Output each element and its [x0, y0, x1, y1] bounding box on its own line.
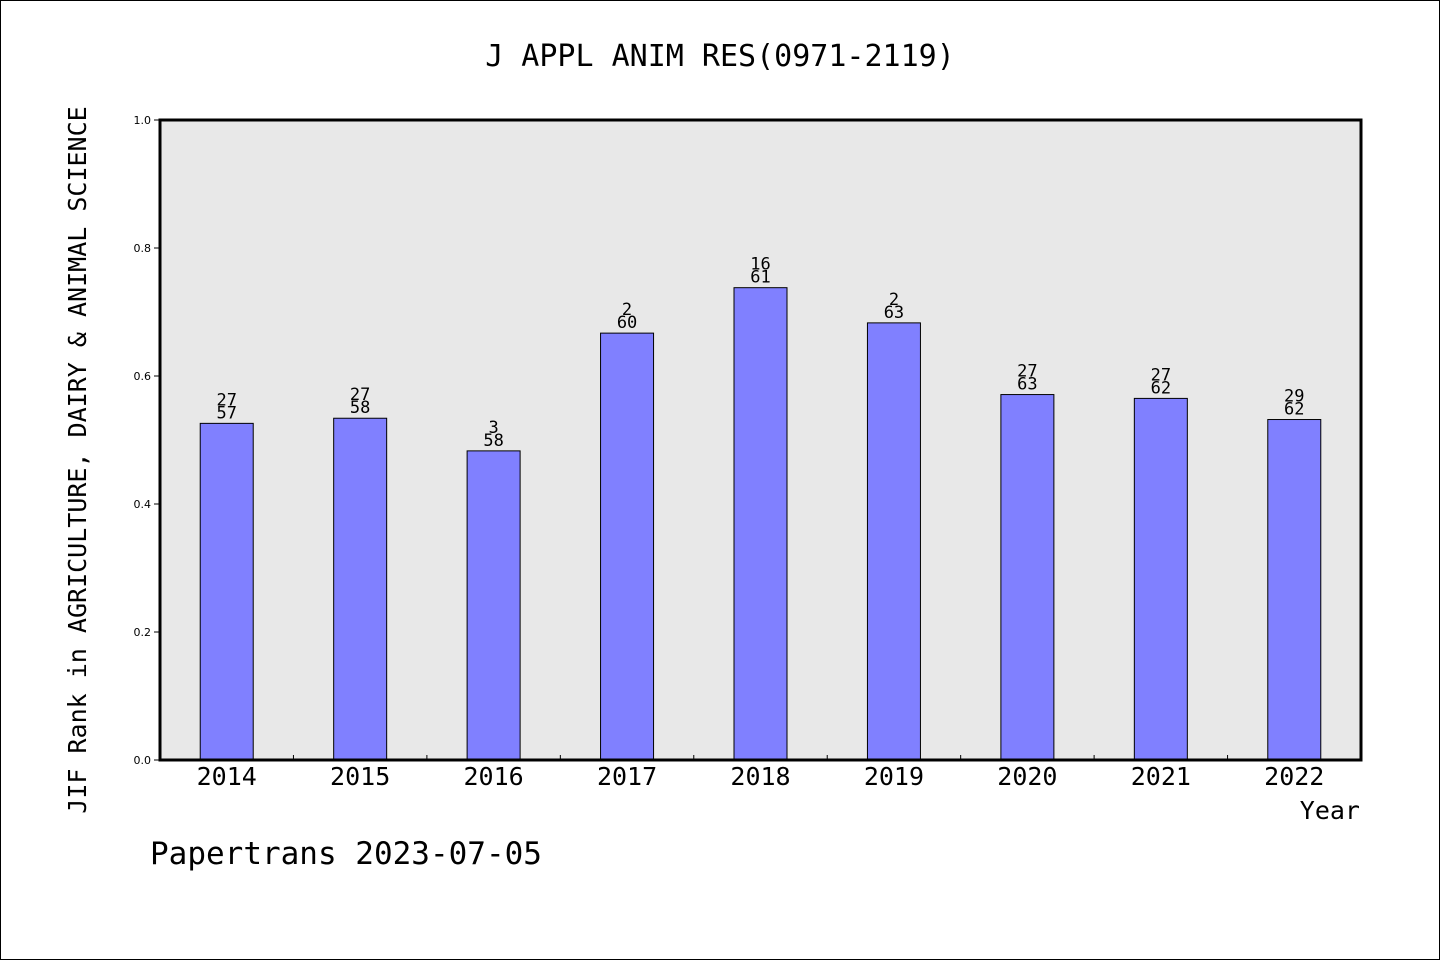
- bar: [733, 287, 788, 761]
- y-tick-label: 0.2: [134, 626, 152, 639]
- plot-border: [158, 118, 1363, 762]
- x-tick-label: 2018: [730, 762, 790, 791]
- bar-rank-label: 27: [350, 385, 370, 405]
- y-axis-label: JIF Rank in AGRICULTURE, DAIRY & ANIMAL …: [63, 106, 92, 813]
- bar-total-label: 62: [1151, 378, 1171, 398]
- bar-rank-label: 3: [488, 418, 498, 438]
- bar-total-label: 63: [1017, 375, 1037, 395]
- y-tick-label: 0.6: [134, 370, 152, 383]
- x-tick-label: 2017: [597, 762, 657, 791]
- y-tick-label: 0.0: [134, 754, 152, 767]
- bar-total-label: 58: [483, 431, 503, 451]
- bar-rank-label: 29: [1284, 387, 1304, 407]
- x-tick-label: 2014: [197, 762, 257, 791]
- bar: [866, 322, 921, 761]
- bar: [1000, 394, 1055, 761]
- x-tick-label: 2022: [1264, 762, 1324, 791]
- x-tick-label: 2015: [330, 762, 390, 791]
- x-axis-label: Year: [1300, 796, 1360, 825]
- bar-rank-label: 27: [216, 390, 236, 410]
- y-tick-label: 0.4: [134, 498, 152, 511]
- bar-rank-label: 2: [622, 300, 632, 320]
- y-tick-label: 1.0: [134, 114, 152, 127]
- bar-rank-label: 16: [750, 255, 770, 275]
- bar-total-label: 58: [350, 398, 370, 418]
- footer-credit: Papertrans 2023-07-05: [150, 836, 542, 872]
- x-tick-label: 2019: [864, 762, 924, 791]
- bar-rank-label: 2: [889, 290, 899, 310]
- x-tick-label: 2021: [1131, 762, 1191, 791]
- bar: [1133, 397, 1188, 761]
- bar-total-label: 61: [750, 268, 770, 288]
- y-tick-label: 0.8: [134, 242, 152, 255]
- bar-rank-label: 27: [1017, 362, 1037, 382]
- bar-total-label: 60: [617, 313, 637, 333]
- bar: [333, 417, 388, 761]
- x-tick-label: 2016: [464, 762, 524, 791]
- x-tick-label: 2020: [997, 762, 1057, 791]
- bar: [600, 332, 655, 761]
- bar-total-label: 62: [1284, 400, 1304, 420]
- bar-rank-label: 27: [1151, 365, 1171, 385]
- x-axis: 2014 2015 2016 2017 2018 2019 2020 2021 2022: [197, 755, 1324, 791]
- bar: [199, 422, 254, 761]
- bar-total-label: 57: [216, 403, 236, 423]
- y-axis: 0.0 0.2 0.4 0.6 0.8 1.0: [134, 114, 160, 767]
- chart-title: J APPL ANIM RES(0971-2119): [485, 39, 955, 74]
- bar: [1267, 419, 1322, 761]
- bar: [466, 450, 521, 761]
- bar-total-label: 63: [884, 303, 904, 323]
